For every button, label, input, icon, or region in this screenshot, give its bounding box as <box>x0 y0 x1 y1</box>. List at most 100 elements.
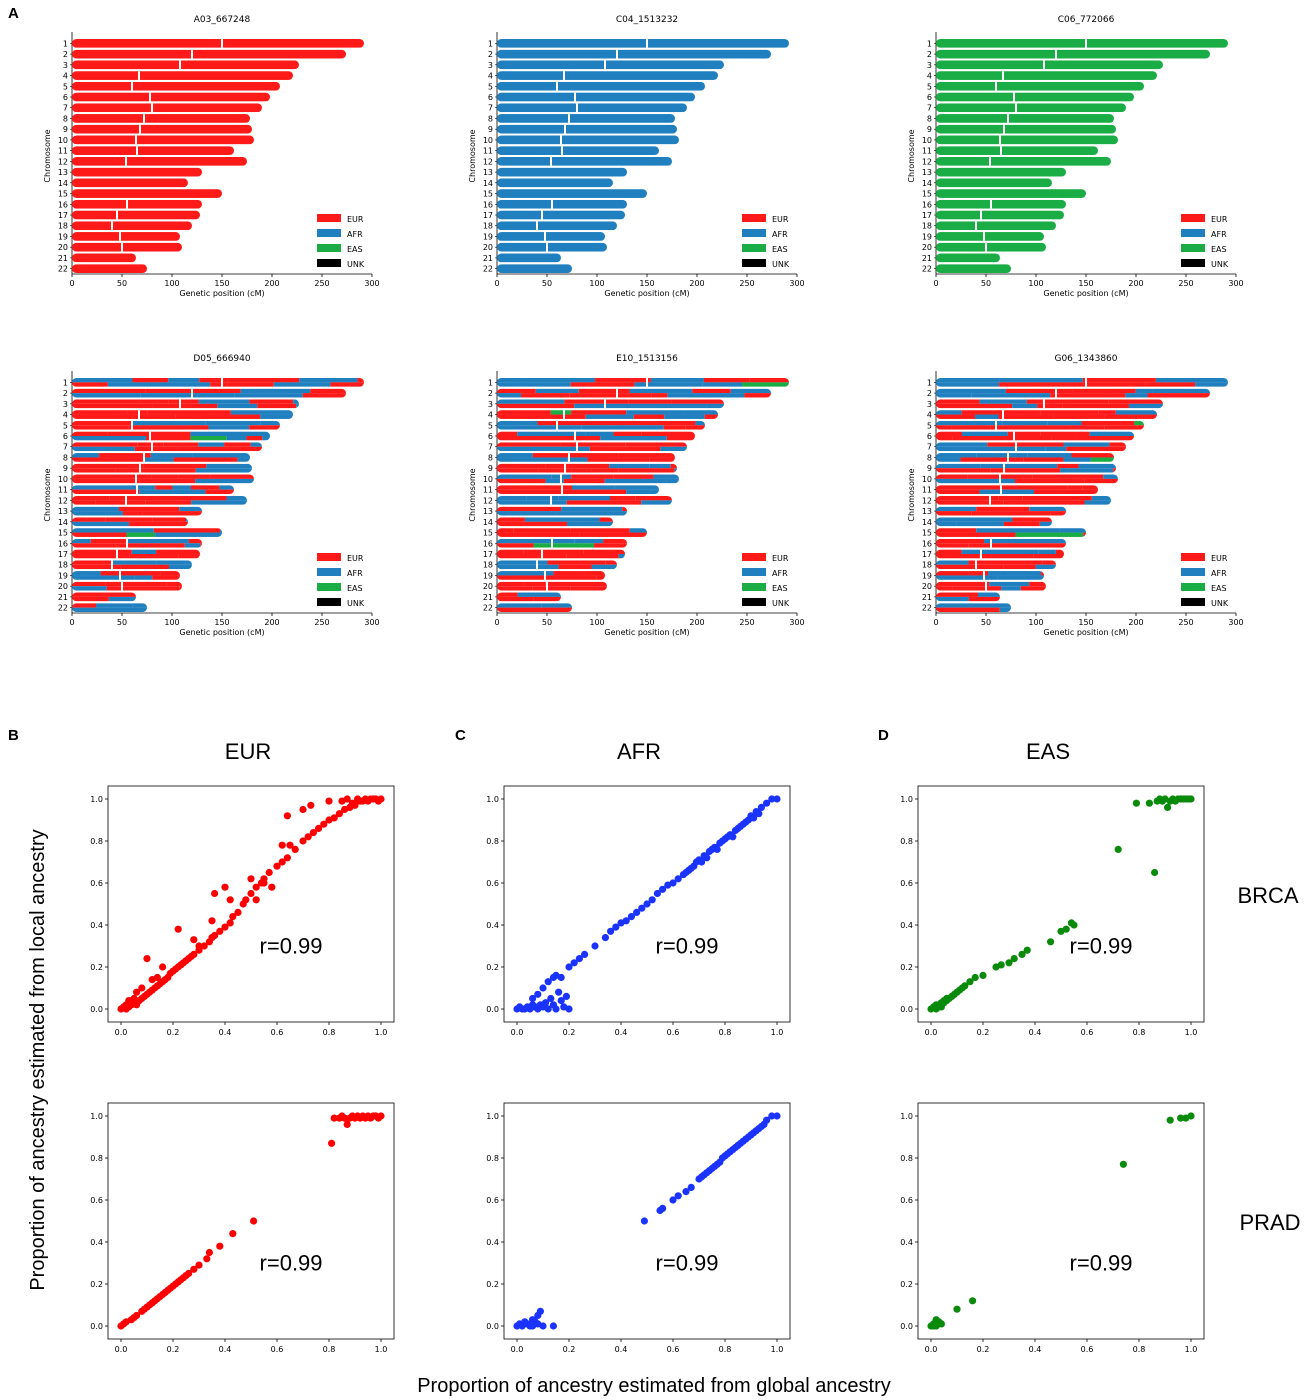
chromosome-label: 12 <box>58 157 68 166</box>
plot-frame <box>107 785 395 1023</box>
panel-title: G06_1343860 <box>1054 354 1117 364</box>
legend-label: UNK <box>1211 260 1229 269</box>
data-point <box>1151 868 1159 877</box>
ancestry-segment <box>145 388 165 394</box>
ancestry-segment <box>497 420 538 426</box>
legend-swatch <box>1181 568 1205 576</box>
ancestry-segment <box>107 431 173 436</box>
chromosome-bar <box>497 71 718 80</box>
ancestry-segment <box>936 489 980 495</box>
ancestry-segment <box>936 446 995 452</box>
chromosome-label: 9 <box>63 125 68 134</box>
ancestry-segment <box>497 393 522 398</box>
chromosome-bar <box>497 264 572 274</box>
x-tick-label: 250 <box>1178 618 1193 627</box>
ancestry-segment <box>566 554 619 559</box>
chromosome-label: 17 <box>922 211 932 220</box>
data-point <box>930 1322 938 1330</box>
chromosome-panel: G06_1343860 0 50 100 150 200 250 300 Genetic pos… <box>907 354 1244 637</box>
chromosome-bar <box>72 410 293 419</box>
data-point <box>320 820 328 828</box>
ancestry-segment <box>1082 485 1098 490</box>
ancestry-segment <box>936 49 1210 59</box>
legend-label: AFR <box>1211 230 1227 239</box>
ancestry-segment <box>72 596 109 602</box>
chromosome-label: 14 <box>922 518 932 527</box>
data-point <box>174 925 182 933</box>
ancestry-segment <box>72 403 153 409</box>
x-tick-label: 0.6 <box>1081 1028 1094 1037</box>
ancestry-segment <box>132 377 169 383</box>
ancestry-segment <box>591 468 619 473</box>
ancestry-segment <box>1104 425 1144 430</box>
legend-label: EAS <box>1211 584 1227 593</box>
ancestry-segment <box>175 414 261 419</box>
ancestry-segment <box>936 425 952 430</box>
ancestry-segment <box>132 603 147 608</box>
chromosome-label: 3 <box>488 61 493 70</box>
data-point <box>557 997 565 1005</box>
ancestry-segment <box>72 478 140 484</box>
ancestry-segment <box>586 453 619 458</box>
legend-label: EUR <box>772 554 789 563</box>
plot-frame <box>917 785 1205 1023</box>
x-tick-label: 0.4 <box>219 1345 232 1354</box>
ancestry-segment <box>936 571 969 576</box>
x-tick-label: 0.6 <box>667 1345 680 1354</box>
ancestry-segment <box>545 581 607 587</box>
ancestry-segment <box>1032 474 1104 479</box>
chromosome-label: 19 <box>922 571 932 580</box>
ancestry-segment <box>497 403 575 409</box>
chromosome-bar <box>497 210 625 220</box>
chromosome-bar <box>72 71 293 80</box>
chromosome-bar <box>72 114 250 123</box>
ancestry-segment <box>990 468 1061 473</box>
ancestry-segment <box>72 538 91 544</box>
data-point <box>205 1248 213 1257</box>
data-point <box>734 824 742 833</box>
chromosome-label: 21 <box>483 254 493 263</box>
y-tick-label: 1.0 <box>90 795 103 804</box>
ancestry-segment <box>142 511 202 516</box>
data-point <box>278 858 286 866</box>
ancestry-segment <box>936 60 1163 70</box>
ancestry-segment <box>1003 564 1036 570</box>
ancestry-segment <box>641 431 695 436</box>
chromosome-bar <box>497 167 627 177</box>
ancestry-segment <box>128 425 209 430</box>
x-tick-label: 250 <box>1178 279 1193 288</box>
ancestry-segment <box>497 232 605 241</box>
ancestry-segment <box>526 495 559 501</box>
chromosome-label: 13 <box>58 168 68 177</box>
ancestry-segment <box>566 521 613 527</box>
ancestry-segment <box>250 442 262 447</box>
ancestry-segment <box>570 586 607 591</box>
data-point <box>130 994 138 1003</box>
ancestry-segment <box>179 506 202 512</box>
ancestry-segment <box>143 457 174 462</box>
ancestry-segment <box>72 511 123 516</box>
legend-label: AFR <box>347 230 363 239</box>
chromosome-label: 10 <box>922 475 932 484</box>
ancestry-segment <box>164 388 241 394</box>
ancestry-segment <box>191 500 247 505</box>
chromosome-label: 15 <box>58 529 68 538</box>
chromosome-bar <box>497 253 561 263</box>
legend-swatch <box>742 214 766 222</box>
ancestry-segment <box>168 399 199 404</box>
ancestry-segment <box>1037 403 1063 409</box>
x-tick-label: 0.0 <box>115 1028 128 1037</box>
ancestry-segment <box>936 156 1111 166</box>
ancestry-segment <box>987 442 1064 447</box>
ancestry-segment <box>626 489 659 495</box>
legend-label: EUR <box>1211 215 1228 224</box>
ancestry-segment <box>936 135 1118 145</box>
legend-swatch <box>317 553 341 561</box>
data-point <box>757 803 766 812</box>
ancestry-segment <box>570 528 630 533</box>
x-tick-label: 1.0 <box>1185 1345 1198 1354</box>
chromosome-label: 12 <box>483 157 493 166</box>
data-point <box>211 931 219 940</box>
chromosome-label: 13 <box>922 168 932 177</box>
